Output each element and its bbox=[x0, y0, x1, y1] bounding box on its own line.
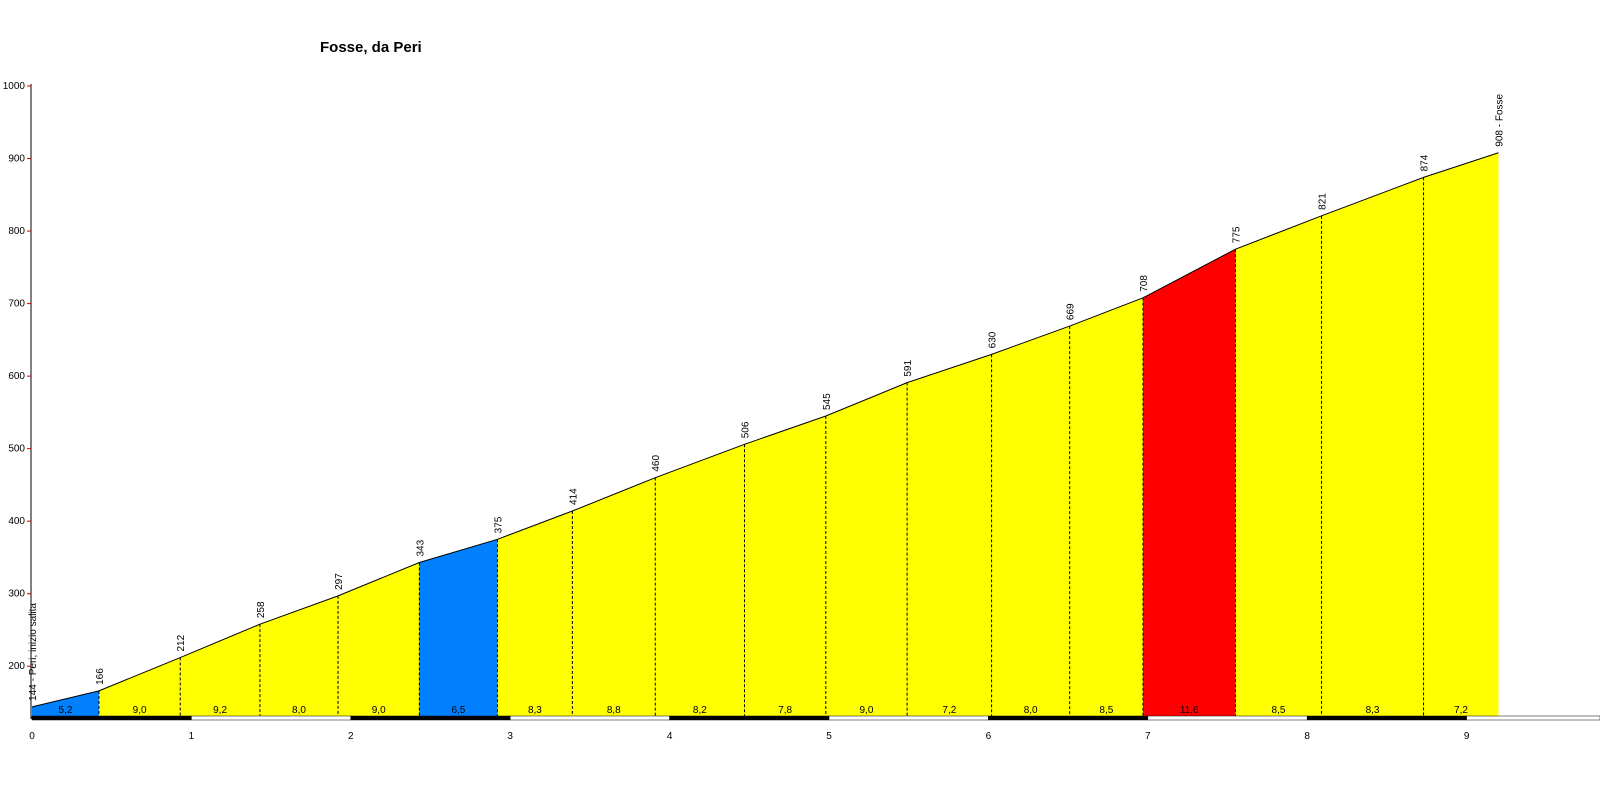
km-scale-bar bbox=[31, 715, 1600, 721]
x-tick-label: 8 bbox=[1304, 731, 1310, 742]
gradient-label: 9,2 bbox=[213, 705, 227, 716]
profile-segment bbox=[1235, 215, 1322, 718]
altitude-label: 775 bbox=[1231, 226, 1242, 243]
altitude-label: 460 bbox=[651, 455, 662, 472]
km-scale-block bbox=[1147, 715, 1308, 721]
gradient-label: 8,2 bbox=[693, 705, 707, 716]
x-tick-label: 7 bbox=[1145, 731, 1151, 742]
gradient-label: 9,0 bbox=[372, 705, 386, 716]
km-scale-block bbox=[669, 715, 830, 721]
profile-segment bbox=[991, 326, 1070, 717]
gradient-label: 8,3 bbox=[528, 705, 542, 716]
x-tick-label: 5 bbox=[826, 731, 832, 742]
km-scale-block bbox=[1466, 715, 1600, 721]
x-tick-label: 6 bbox=[986, 731, 992, 742]
x-tick-label: 1 bbox=[189, 731, 195, 742]
gradient-label: 8,8 bbox=[607, 705, 621, 716]
altitude-label: 545 bbox=[822, 393, 833, 410]
profile-segment bbox=[419, 539, 498, 717]
altitude-label: 874 bbox=[1420, 154, 1431, 171]
gradient-label: 8,0 bbox=[292, 705, 306, 716]
y-tick-label: 400 bbox=[8, 516, 25, 527]
start-label: 144 - Peri, inizio salita bbox=[28, 603, 39, 701]
profile-segment bbox=[744, 416, 826, 717]
gradient-label: 11,6 bbox=[1180, 705, 1199, 716]
gradient-label: 9,0 bbox=[133, 705, 147, 716]
altitude-label: 821 bbox=[1318, 193, 1329, 210]
altitude-label: 258 bbox=[256, 601, 267, 618]
altitude-label: 414 bbox=[568, 488, 579, 505]
gradient-label: 8,5 bbox=[1099, 705, 1113, 716]
gradient-label: 8,0 bbox=[1024, 705, 1038, 716]
altitude-label: 708 bbox=[1139, 275, 1150, 292]
y-tick-label: 700 bbox=[8, 299, 25, 310]
profile-segment bbox=[32, 690, 99, 717]
labels: 5,2 9,0 9,2 8,0 9,0 6,5 8,3 8,8 8,2 7,8 9,0 7,2 8,0 8… bbox=[28, 93, 1505, 716]
altitude-label: 297 bbox=[334, 573, 345, 590]
x-tick-label: 0 bbox=[29, 731, 35, 742]
y-tick-label: 1000 bbox=[3, 81, 26, 92]
profile-segment bbox=[259, 595, 339, 717]
altitude-label: 506 bbox=[741, 421, 752, 438]
gradient-label: 9,0 bbox=[860, 705, 874, 716]
altitude-label: 630 bbox=[988, 331, 999, 348]
gradient-label: 6,5 bbox=[451, 705, 465, 716]
altitude-label: 375 bbox=[493, 516, 504, 533]
profile-segment bbox=[98, 657, 181, 717]
gradient-label: 8,5 bbox=[1272, 705, 1286, 716]
y-tick-label: 200 bbox=[8, 661, 25, 672]
km-scale-block bbox=[509, 715, 670, 721]
gradient-label: 7,2 bbox=[1454, 705, 1468, 716]
profile-segment bbox=[1143, 249, 1236, 718]
y-tick-label: 600 bbox=[8, 371, 25, 382]
profile-segment bbox=[1069, 297, 1144, 717]
summit-label: 908 - Fosse bbox=[1494, 93, 1505, 146]
x-tick-label: 2 bbox=[348, 731, 354, 742]
profile-segment bbox=[1321, 177, 1424, 717]
y-tick-label: 500 bbox=[8, 444, 25, 455]
profile-segment bbox=[655, 444, 745, 717]
km-scale-block bbox=[350, 715, 511, 721]
altitude-label: 343 bbox=[415, 539, 426, 556]
profile-segment bbox=[180, 624, 260, 717]
profile-segment bbox=[1423, 152, 1499, 717]
profile-line bbox=[31, 152, 1499, 708]
y-tick-label: 300 bbox=[8, 589, 25, 600]
gradient-label: 8,3 bbox=[1366, 705, 1380, 716]
segment-dividers bbox=[98, 177, 1425, 717]
gradient-label: 5,2 bbox=[59, 705, 73, 716]
profile-outline bbox=[31, 152, 1499, 708]
km-scale-block bbox=[828, 715, 989, 721]
altitude-label: 166 bbox=[95, 668, 106, 685]
y-tick-label: 800 bbox=[8, 226, 25, 237]
km-scale-block bbox=[31, 715, 192, 721]
gradient-label: 7,8 bbox=[778, 705, 792, 716]
km-scale-block bbox=[1306, 715, 1467, 721]
altitude-label: 591 bbox=[903, 360, 914, 377]
profile-segment bbox=[572, 477, 656, 717]
x-tick-label: 3 bbox=[507, 731, 513, 742]
gradient-label: 7,2 bbox=[942, 705, 956, 716]
altitude-label: 212 bbox=[176, 634, 187, 651]
km-scale-block bbox=[988, 715, 1149, 721]
altitude-label: 669 bbox=[1066, 303, 1077, 320]
profile-segment bbox=[338, 562, 420, 717]
profile-segment bbox=[497, 511, 573, 717]
profile-segment bbox=[907, 354, 992, 717]
x-tick-label: 9 bbox=[1464, 731, 1470, 742]
y-tick-label: 900 bbox=[8, 154, 25, 165]
profile-segment bbox=[825, 382, 908, 717]
chart-title: Fosse, da Peri bbox=[320, 39, 422, 56]
profile-segments bbox=[32, 152, 1499, 718]
x-tick-label: 4 bbox=[667, 731, 673, 742]
km-scale-block bbox=[191, 715, 352, 721]
